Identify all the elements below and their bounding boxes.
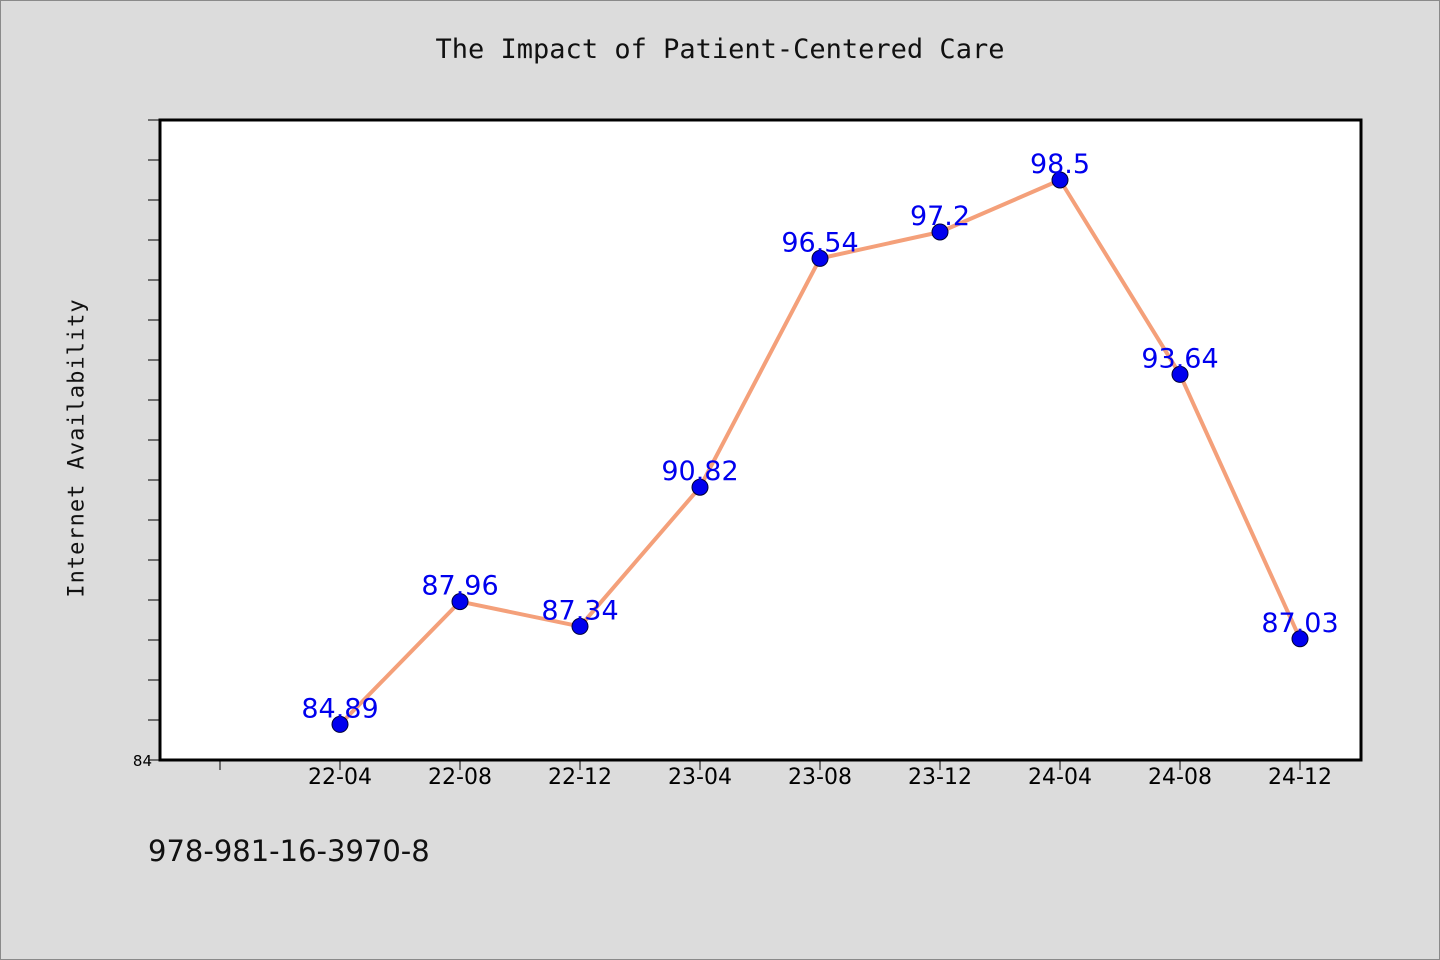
chart-title: The Impact of Patient-Centered Care bbox=[435, 34, 1005, 65]
data-label: 87.34 bbox=[541, 595, 618, 626]
data-point bbox=[691, 478, 709, 496]
data-points bbox=[331, 171, 1309, 733]
data-label: 96.54 bbox=[781, 227, 858, 258]
x-tick-label: 24-08 bbox=[1148, 765, 1212, 790]
data-point bbox=[1051, 171, 1069, 189]
x-tick-label: 23-08 bbox=[788, 765, 852, 790]
data-point bbox=[811, 249, 829, 267]
x-tick-label: 23-12 bbox=[908, 765, 972, 790]
data-label: 84.89 bbox=[301, 693, 378, 724]
x-tick-label: 22-12 bbox=[548, 765, 612, 790]
data-point bbox=[1291, 630, 1309, 648]
x-axis-ticks: 22-04 22-08 22-12 23-04 23-08 23-12 24-04 24-08… bbox=[219, 760, 1332, 790]
data-label: 98.5 bbox=[1030, 149, 1090, 180]
y-axis-ticks: 84 bbox=[133, 119, 160, 770]
data-labels: 84.89 87.96 87.34 90.82 96.54 97.2 98.5 93.64 87… bbox=[301, 149, 1338, 724]
x-tick-label: 22-08 bbox=[428, 765, 492, 790]
data-label: 97.2 bbox=[910, 201, 970, 232]
x-tick-label: 22-04 bbox=[308, 765, 372, 790]
plot-area bbox=[158, 118, 1363, 762]
isbn-text: 978-981-16-3970-8 bbox=[148, 834, 430, 868]
data-point bbox=[451, 593, 469, 611]
data-point bbox=[1171, 365, 1189, 383]
x-tick-label: 24-12 bbox=[1268, 765, 1332, 790]
data-label: 87.96 bbox=[421, 571, 498, 602]
data-point bbox=[931, 223, 949, 241]
data-point bbox=[571, 617, 589, 635]
y-tick-label: 84 bbox=[133, 752, 152, 770]
x-tick-label: 24-04 bbox=[1028, 765, 1092, 790]
data-label: 93.64 bbox=[1141, 343, 1218, 374]
data-point bbox=[331, 715, 349, 733]
data-label: 90.82 bbox=[661, 456, 738, 487]
data-label: 87.03 bbox=[1261, 608, 1338, 639]
x-tick-label: 23-04 bbox=[668, 765, 732, 790]
